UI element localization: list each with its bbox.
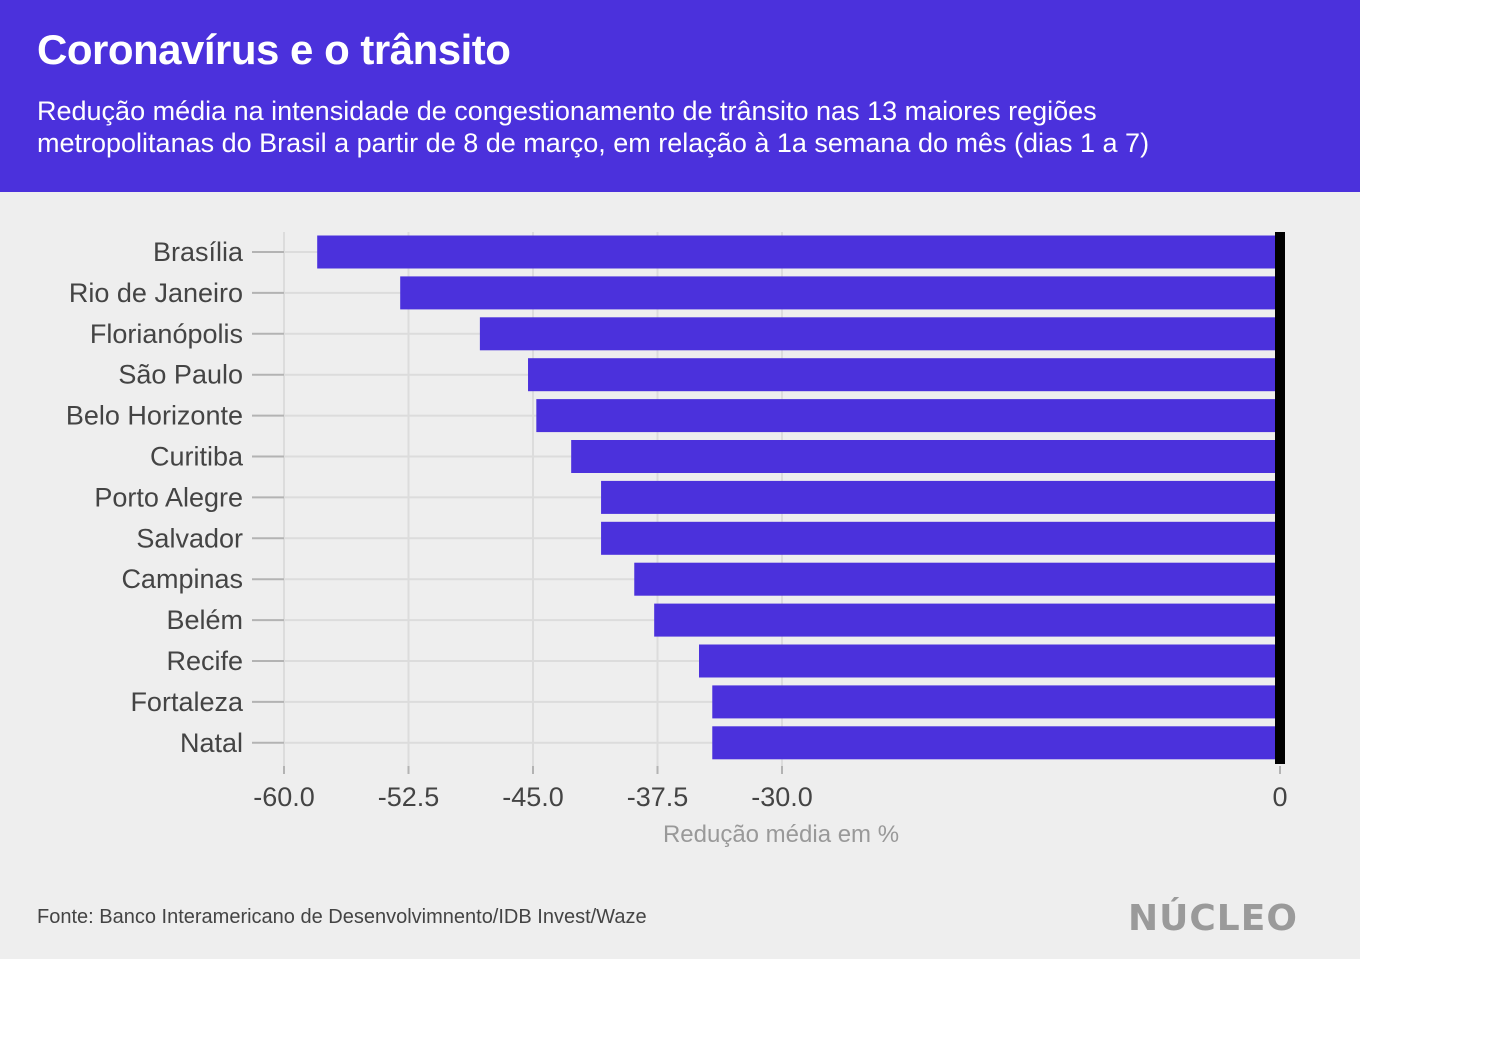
x-tick-label: 0 <box>1272 782 1287 812</box>
subtitle-line-1: Redução média na intensidade de congesti… <box>37 96 1097 126</box>
category-label: Natal <box>180 728 243 758</box>
bar-fortaleza <box>712 685 1280 719</box>
bar-layer <box>317 232 1285 764</box>
x-tick-label: -45.0 <box>502 782 564 812</box>
category-label: Porto Alegre <box>94 482 243 512</box>
x-axis-title: Redução média em % <box>663 821 899 848</box>
bar-recife <box>699 644 1280 678</box>
bar-salvador <box>601 521 1280 555</box>
nucleo-logo: NÚCLEO <box>1128 898 1298 939</box>
x-tick-label: -60.0 <box>253 782 315 812</box>
category-label: Belém <box>166 605 243 635</box>
chart-header: Coronavírus e o trânsito Redução média n… <box>0 0 1360 192</box>
bar-porto-alegre <box>601 480 1280 514</box>
category-label: Recife <box>166 646 243 676</box>
category-label: Brasília <box>153 237 244 267</box>
category-label: Salvador <box>136 523 243 553</box>
bar-chart: Brasília Rio de Janeiro Florianópolis São P… <box>66 232 1288 848</box>
x-axis-tick-layer: -60.0 -52.5 -45.0 -37.5 -30.0 0 <box>253 766 1288 812</box>
category-label: Florianópolis <box>90 319 243 349</box>
category-label: Curitiba <box>150 442 244 472</box>
bar-sao-paulo <box>528 358 1280 392</box>
zero-line <box>1275 232 1285 764</box>
category-label: São Paulo <box>118 360 243 390</box>
bar-natal <box>712 726 1280 760</box>
category-label: Campinas <box>121 564 243 594</box>
category-label: Rio de Janeiro <box>69 278 243 308</box>
subtitle-line-2: metropolitanas do Brasil a partir de 8 d… <box>37 128 1150 158</box>
chart-title: Coronavírus e o trânsito <box>37 26 511 73</box>
x-tick-label: -30.0 <box>751 782 813 812</box>
source-note: Fonte: Banco Interamericano de Desenvolv… <box>37 906 647 928</box>
bar-belem <box>654 603 1280 637</box>
category-label: Belo Horizonte <box>66 401 243 431</box>
chart-card: Coronavírus e o trânsito Redução média n… <box>0 0 1360 959</box>
chart-subtitle: Redução média na intensidade de congesti… <box>37 95 1337 159</box>
bar-belo-horizonte <box>536 399 1280 433</box>
bar-brasilia <box>317 235 1280 269</box>
bar-rio-de-janeiro <box>400 276 1280 310</box>
category-label: Fortaleza <box>130 687 244 717</box>
bar-campinas <box>634 562 1280 596</box>
x-tick-label: -52.5 <box>378 782 440 812</box>
bar-curitiba <box>571 440 1280 473</box>
category-label-layer: Brasília Rio de Janeiro Florianópolis São P… <box>66 237 244 758</box>
x-tick-label: -37.5 <box>627 782 689 812</box>
bar-florianopolis <box>479 317 1280 351</box>
